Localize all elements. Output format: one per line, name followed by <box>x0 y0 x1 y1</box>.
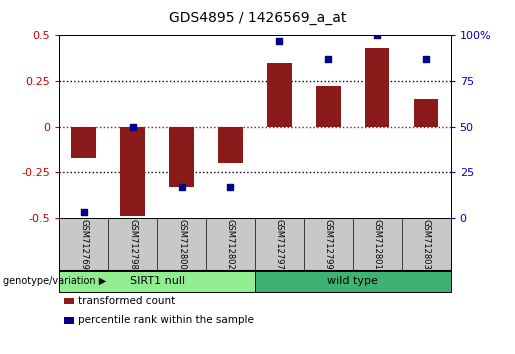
Point <box>177 184 185 189</box>
Bar <box>316 86 340 127</box>
Point <box>226 184 234 189</box>
Bar <box>59 271 255 292</box>
Bar <box>267 63 291 127</box>
Bar <box>121 127 145 216</box>
Point <box>373 33 381 38</box>
Point <box>129 124 137 130</box>
Text: GSM712798: GSM712798 <box>128 219 137 270</box>
Text: wild type: wild type <box>328 276 378 286</box>
Bar <box>72 127 96 158</box>
Bar <box>169 127 194 187</box>
Text: GSM712797: GSM712797 <box>275 219 284 270</box>
Text: genotype/variation ▶: genotype/variation ▶ <box>3 276 106 286</box>
Point <box>275 38 283 44</box>
Bar <box>365 48 389 127</box>
Point <box>422 56 430 62</box>
Bar <box>414 99 438 127</box>
Point <box>324 56 333 62</box>
Point <box>79 210 88 215</box>
Text: GSM712803: GSM712803 <box>422 219 431 270</box>
Text: transformed count: transformed count <box>78 296 175 306</box>
Text: percentile rank within the sample: percentile rank within the sample <box>78 315 254 325</box>
Text: GSM712801: GSM712801 <box>373 219 382 270</box>
Text: SIRT1 null: SIRT1 null <box>129 276 185 286</box>
Text: GSM712802: GSM712802 <box>226 219 235 270</box>
Text: GSM712769: GSM712769 <box>79 219 88 270</box>
Text: GDS4895 / 1426569_a_at: GDS4895 / 1426569_a_at <box>169 11 346 25</box>
Text: GSM712800: GSM712800 <box>177 219 186 270</box>
Bar <box>218 127 243 163</box>
Bar <box>255 271 451 292</box>
Text: GSM712799: GSM712799 <box>324 219 333 270</box>
